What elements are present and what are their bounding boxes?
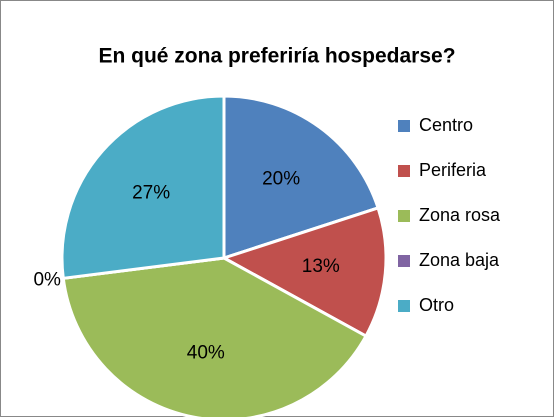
legend-label: Zona baja — [419, 250, 500, 270]
data-label: 27% — [132, 183, 170, 204]
data-label: 40% — [187, 342, 225, 363]
legend-label: Zona rosa — [419, 205, 501, 225]
legend-swatch — [398, 120, 410, 132]
legend-label: Otro — [419, 295, 454, 315]
legend-label: Periferia — [419, 160, 487, 180]
pie-slice — [60, 94, 226, 280]
legend-swatch — [398, 210, 410, 222]
data-label: 13% — [302, 256, 340, 277]
legend-swatch — [398, 255, 410, 267]
legend-label: Centro — [419, 115, 473, 135]
pie-slice — [61, 256, 369, 417]
legend-swatch — [398, 165, 410, 177]
chart-title: En qué zona preferiría hospedarse? — [98, 45, 455, 68]
pie-slice — [220, 206, 388, 339]
pie-slice — [222, 94, 380, 261]
legend-swatch — [398, 300, 410, 312]
data-label: 20% — [262, 168, 300, 189]
data-label: 0% — [33, 269, 61, 290]
